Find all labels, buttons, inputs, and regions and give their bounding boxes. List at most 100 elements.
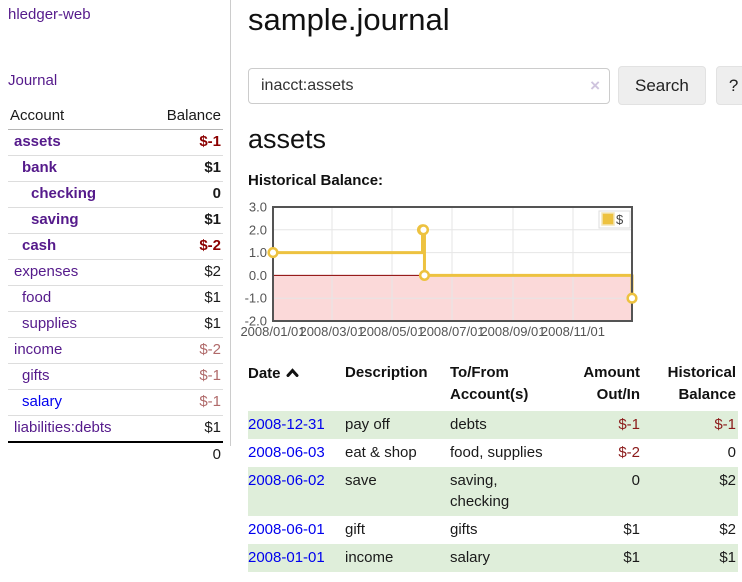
register-header-date[interactable]: Date [248,360,345,411]
transaction-accounts: saving, checking [450,472,510,510]
account-balance: $-1 [145,363,223,390]
transaction-balance: $2 [719,472,736,489]
transaction-amount: 0 [631,472,640,489]
account-link-bank[interactable]: bank [22,159,58,176]
svg-text:2008/01/01: 2008/01/01 [240,324,305,339]
date-header-label: Date [248,365,281,382]
transaction-description: pay off [345,416,390,433]
register-header-amount: Amount Out/In [583,364,640,403]
accounts-header-balance: Balance [145,104,223,130]
transaction-date-link[interactable]: 2008-12-31 [248,416,325,433]
sidebar: hledger-web Journal Account Balance asse… [0,0,231,468]
account-link-income[interactable]: income [14,341,63,358]
account-link-cash[interactable]: cash [22,237,57,254]
register-header-balance: Historical Balance [667,364,736,403]
register-row: 2008-12-31 pay off debts $-1 $-1 [248,411,738,439]
account-balance: $-2 [145,337,223,364]
account-balance: $1 [145,207,223,234]
svg-text:2008/11/01: 2008/11/01 [541,324,605,339]
transaction-accounts: food, supplies [450,444,543,461]
svg-text:2008/07/01: 2008/07/01 [419,324,484,339]
transaction-date-link[interactable]: 2008-06-02 [248,472,325,489]
clear-search-icon[interactable]: × [590,75,600,95]
register-row: 2008-06-03 eat & shop food, supplies $-2… [248,439,738,467]
account-link-salary[interactable]: salary [22,393,63,410]
transaction-date-link[interactable]: 2008-06-01 [248,521,325,538]
search-input[interactable] [248,67,610,104]
historical-balance-chart: 3.0 2.0 1.0 0.0 -1.0 -2.0 2008/01/01 2008/03/01… [240,200,640,347]
account-balance: $1 [145,311,223,338]
svg-text:-1.0: -1.0 [245,291,267,306]
account-row-income: income $-2 [8,337,223,364]
account-link-saving[interactable]: saving [31,211,79,228]
account-row-salary: salary $-1 [8,389,223,416]
accounts-table: Account Balance assets $-1 bank $1 check… [8,104,223,468]
register-row: 2008-06-02 save saving, checking 0 $2 [248,467,738,516]
transaction-date-link[interactable]: 2008-01-01 [248,549,325,566]
svg-text:2008/03/01: 2008/03/01 [299,324,364,339]
legend-swatch [601,212,615,226]
transaction-description: gift [345,521,366,538]
transaction-description: eat & shop [345,444,417,461]
transaction-balance: 0 [727,444,736,461]
app-brand-link[interactable]: hledger-web [8,6,91,23]
transaction-balance: $-1 [714,416,736,433]
svg-text:-2.0: -2.0 [245,314,267,329]
account-row-supplies: supplies $1 [8,311,223,338]
account-link-food[interactable]: food [22,289,52,306]
account-balance: $-1 [145,129,223,156]
account-balance: $2 [145,259,223,286]
account-balance: $1 [145,285,223,312]
help-button[interactable]: ? [715,66,742,105]
transaction-accounts: debts [450,416,487,433]
account-balance: $1 [145,155,223,182]
account-row-liabilities-debts: liabilities:debts $1 [8,415,223,443]
transaction-accounts: salary [450,549,491,566]
transaction-description: income [345,549,394,566]
accounts-header-row: Account Balance [8,104,223,130]
account-balance: 0 [145,181,223,208]
svg-text:2008/05/01: 2008/05/01 [359,324,424,339]
sort-ascending-icon [286,362,299,384]
account-row-checking: checking 0 [8,181,223,208]
transaction-accounts: gifts [450,521,478,538]
search-button[interactable]: Search [618,66,706,105]
account-balance: $-1 [145,389,223,416]
account-heading: assets [248,124,327,154]
account-row-gifts: gifts $-1 [8,363,223,390]
account-row-cash: cash $-2 [8,233,223,260]
chart-title: Historical Balance: [248,172,384,189]
account-balance: $-2 [145,233,223,260]
account-link-assets[interactable]: assets [14,133,61,150]
register-table: Date Description To/From Account(s) Amou… [248,360,738,572]
svg-text:2.0: 2.0 [249,222,267,237]
account-row-food: food $1 [8,285,223,312]
transaction-date-link[interactable]: 2008-06-03 [248,444,325,461]
transaction-balance: $2 [719,521,736,538]
accounts-total-row: 0 [8,441,223,468]
transaction-balance: $1 [719,549,736,566]
account-row-bank: bank $1 [8,155,223,182]
svg-text:3.0: 3.0 [249,200,267,215]
sidebar-item-journal[interactable]: Journal [8,72,58,89]
account-link-gifts[interactable]: gifts [22,367,50,384]
account-link-expenses[interactable]: expenses [14,263,79,280]
register-header-description: Description [345,364,428,381]
register-row: 2008-01-01 income salary $1 $1 [248,544,738,572]
transaction-description: save [345,472,377,489]
account-link-liabilities-debts[interactable]: liabilities:debts [14,419,112,436]
chart-svg: 3.0 2.0 1.0 0.0 -1.0 -2.02008/01/012008/03/01… [240,200,638,339]
svg-text:2008/09/01: 2008/09/01 [480,324,545,339]
account-row-assets: assets $-1 [8,129,223,156]
account-row-expenses: expenses $2 [8,259,223,286]
account-link-checking[interactable]: checking [31,185,97,202]
accounts-total-value: 0 [145,441,223,468]
transaction-amount: $1 [623,521,640,538]
svg-text:0.0: 0.0 [249,268,267,283]
account-link-supplies[interactable]: supplies [22,315,78,332]
legend-label: $ [616,212,624,227]
transaction-amount: $1 [623,549,640,566]
register-header-accounts: To/From Account(s) [450,364,529,403]
accounts-header-account: Account [8,104,146,130]
transaction-amount: $-1 [618,416,640,433]
